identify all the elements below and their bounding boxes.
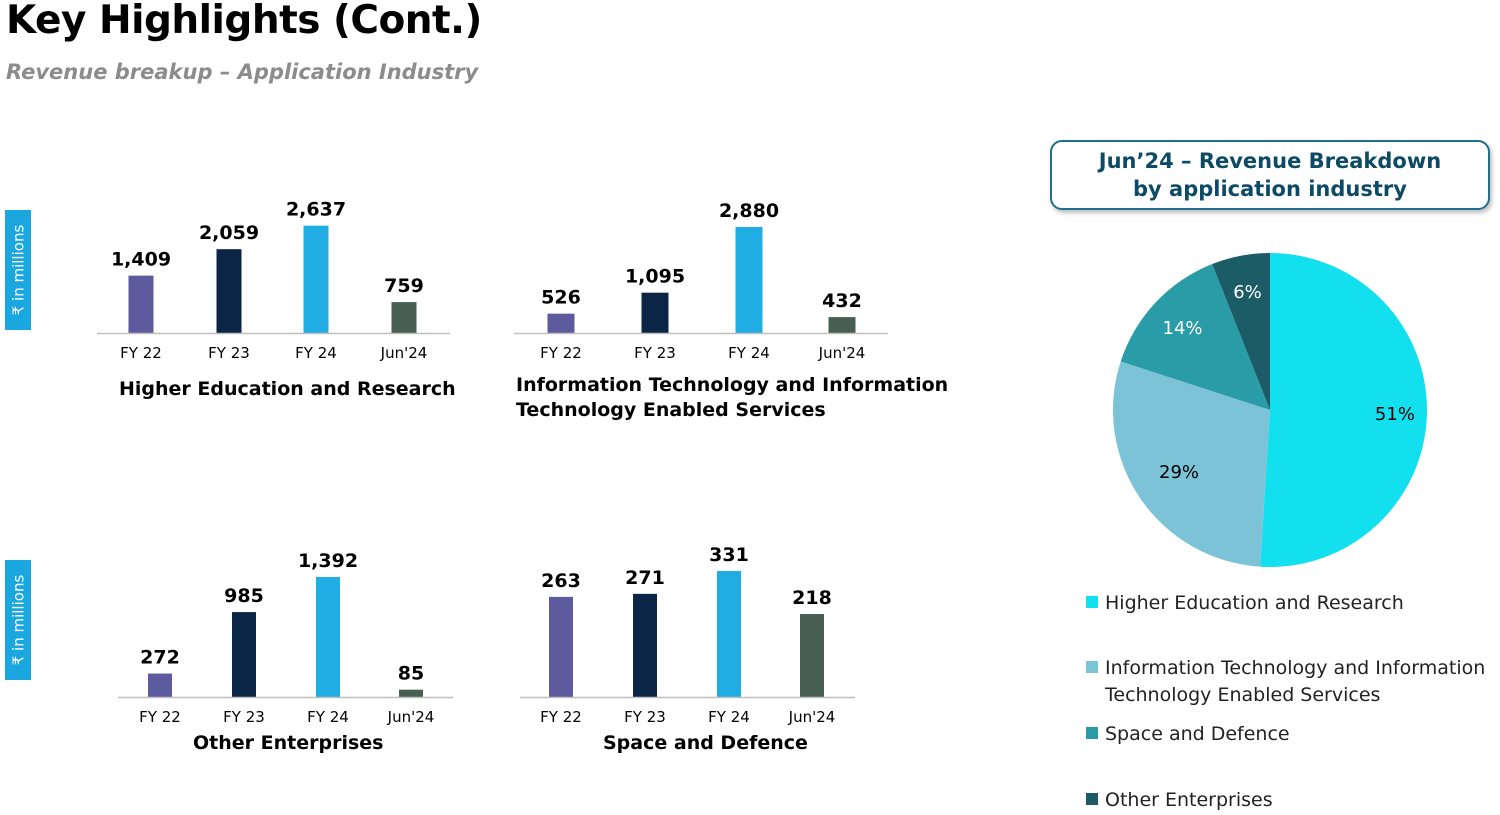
pie-chart-header: Jun’24 – Revenue Breakdown by applicatio… xyxy=(1050,140,1490,210)
chart-title-other-enterprises: Other Enterprises xyxy=(193,732,384,754)
chart-title-information-technology: Information Technology and Information T… xyxy=(516,373,948,423)
x-tick-label: FY 24 xyxy=(728,344,770,362)
bar-jun-24 xyxy=(828,317,856,333)
legend-label: Space and Defence xyxy=(1105,723,1290,745)
bar-value-label: 2,880 xyxy=(719,200,779,222)
legend-label: Other Enterprises xyxy=(1105,789,1273,811)
x-tick-label: FY 23 xyxy=(624,708,666,726)
chart-title-higher-education: Higher Education and Research xyxy=(119,378,456,400)
pie-header-line: by application industry xyxy=(1133,177,1407,201)
legend-swatch xyxy=(1086,727,1098,739)
bar-fy-24 xyxy=(316,577,340,697)
unit-tag-bottom: ₹ in millions xyxy=(5,560,31,680)
bar-chart-space-defence: 263 FY 22 271 FY 23 331 FY 24 218 Jun'24 xyxy=(520,544,855,726)
x-tick-label: Jun'24 xyxy=(380,344,428,362)
pie-slice-other-enterprises xyxy=(1212,253,1270,410)
pie-slice-higher-education-and-research xyxy=(1260,253,1428,567)
bar-fy-23 xyxy=(216,249,242,333)
legend-item: Higher Education and Research xyxy=(1086,590,1404,617)
bar-value-label: 2,637 xyxy=(286,199,346,221)
bar-fy-22 xyxy=(549,596,573,697)
chart-title-line: Information Technology and Information xyxy=(516,374,949,396)
bar-jun-24 xyxy=(800,614,824,697)
bar-value-label: 1,392 xyxy=(298,550,358,572)
page-title: Key Highlights (Cont.) xyxy=(6,0,482,43)
legend-swatch xyxy=(1086,596,1098,608)
bar-value-label: 271 xyxy=(625,567,665,589)
legend-label-line: Information Technology and Information xyxy=(1105,657,1486,679)
legend-label: Higher Education and Research xyxy=(1105,592,1404,614)
bar-value-label: 759 xyxy=(384,275,424,297)
bar-value-label: 85 xyxy=(398,663,424,685)
unit-tag-top: ₹ in millions xyxy=(5,210,31,330)
x-tick-label: FY 24 xyxy=(307,708,349,726)
x-tick-label: FY 22 xyxy=(540,344,582,362)
pie-slice-label: 51% xyxy=(1375,404,1415,425)
bar-chart-information-technology: 526 FY 22 1,095 FY 23 2,880 FY 24 432 Jun'24 xyxy=(514,200,888,362)
legend-swatch xyxy=(1086,793,1098,805)
chart-title-space-defence: Space and Defence xyxy=(603,732,808,754)
bar-value-label: 432 xyxy=(822,290,862,312)
x-tick-label: FY 24 xyxy=(295,344,337,362)
legend-swatch xyxy=(1086,661,1098,673)
pie-chart-revenue-breakdown: 51% 29% 14% 6% xyxy=(1113,253,1428,567)
bar-value-label: 331 xyxy=(709,544,749,566)
bar-value-label: 2,059 xyxy=(199,222,259,244)
bar-chart-other-enterprises: 272 FY 22 985 FY 23 1,392 FY 24 85 Jun'24 xyxy=(118,550,453,726)
bar-value-label: 985 xyxy=(224,585,264,607)
x-tick-label: FY 23 xyxy=(208,344,250,362)
bar-value-label: 1,095 xyxy=(625,266,685,288)
bar-fy-24 xyxy=(735,227,763,333)
x-tick-label: FY 22 xyxy=(120,344,162,362)
legend-label-line: Technology Enabled Services xyxy=(1105,684,1381,706)
chart-title-line: Technology Enabled Services xyxy=(516,399,826,421)
bar-fy-23 xyxy=(232,612,256,697)
bar-fy-23 xyxy=(641,292,669,333)
x-tick-label: FY 23 xyxy=(634,344,676,362)
bar-fy-24 xyxy=(717,571,741,697)
pie-slice-label: 14% xyxy=(1163,318,1203,339)
x-tick-label: FY 22 xyxy=(139,708,181,726)
bar-value-label: 272 xyxy=(140,647,180,669)
x-tick-label: FY 22 xyxy=(540,708,582,726)
pie-slice-label: 29% xyxy=(1159,462,1199,483)
pie-slice-information-technology-and-information-t xyxy=(1113,361,1270,567)
bar-fy-22 xyxy=(148,673,172,697)
bar-jun-24 xyxy=(391,302,417,333)
x-tick-label: Jun'24 xyxy=(387,708,435,726)
bar-jun-24 xyxy=(399,689,423,697)
page-subtitle: Revenue breakup – Application Industry xyxy=(6,60,479,84)
x-tick-label: FY 23 xyxy=(223,708,265,726)
bar-value-label: 1,409 xyxy=(111,249,171,271)
bar-value-label: 263 xyxy=(541,570,581,592)
pie-slice-space-and-defence xyxy=(1120,264,1270,410)
unit-label: ₹ in millions xyxy=(9,574,28,666)
pie-slice-label: 6% xyxy=(1233,282,1262,303)
bar-fy-24 xyxy=(303,225,329,333)
bar-value-label: 526 xyxy=(541,287,581,309)
x-tick-label: FY 24 xyxy=(708,708,750,726)
unit-label: ₹ in millions xyxy=(9,224,28,316)
pie-header-line: Jun’24 – Revenue Breakdown xyxy=(1098,149,1442,173)
bar-value-label: 218 xyxy=(792,587,832,609)
bar-fy-23 xyxy=(633,593,657,697)
legend-label: Information Technology and Information T… xyxy=(1105,655,1485,709)
bar-chart-higher-education: 1,409 FY 22 2,059 FY 23 2,637 FY 24 759 Jun'24 xyxy=(97,199,450,362)
bar-fy-22 xyxy=(547,313,575,333)
x-tick-label: Jun'24 xyxy=(788,708,836,726)
bar-fy-22 xyxy=(128,275,154,333)
legend-item: Space and Defence xyxy=(1086,721,1290,748)
legend-item: Other Enterprises xyxy=(1086,787,1273,814)
legend-item: Information Technology and Information T… xyxy=(1086,655,1485,709)
x-tick-label: Jun'24 xyxy=(818,344,866,362)
